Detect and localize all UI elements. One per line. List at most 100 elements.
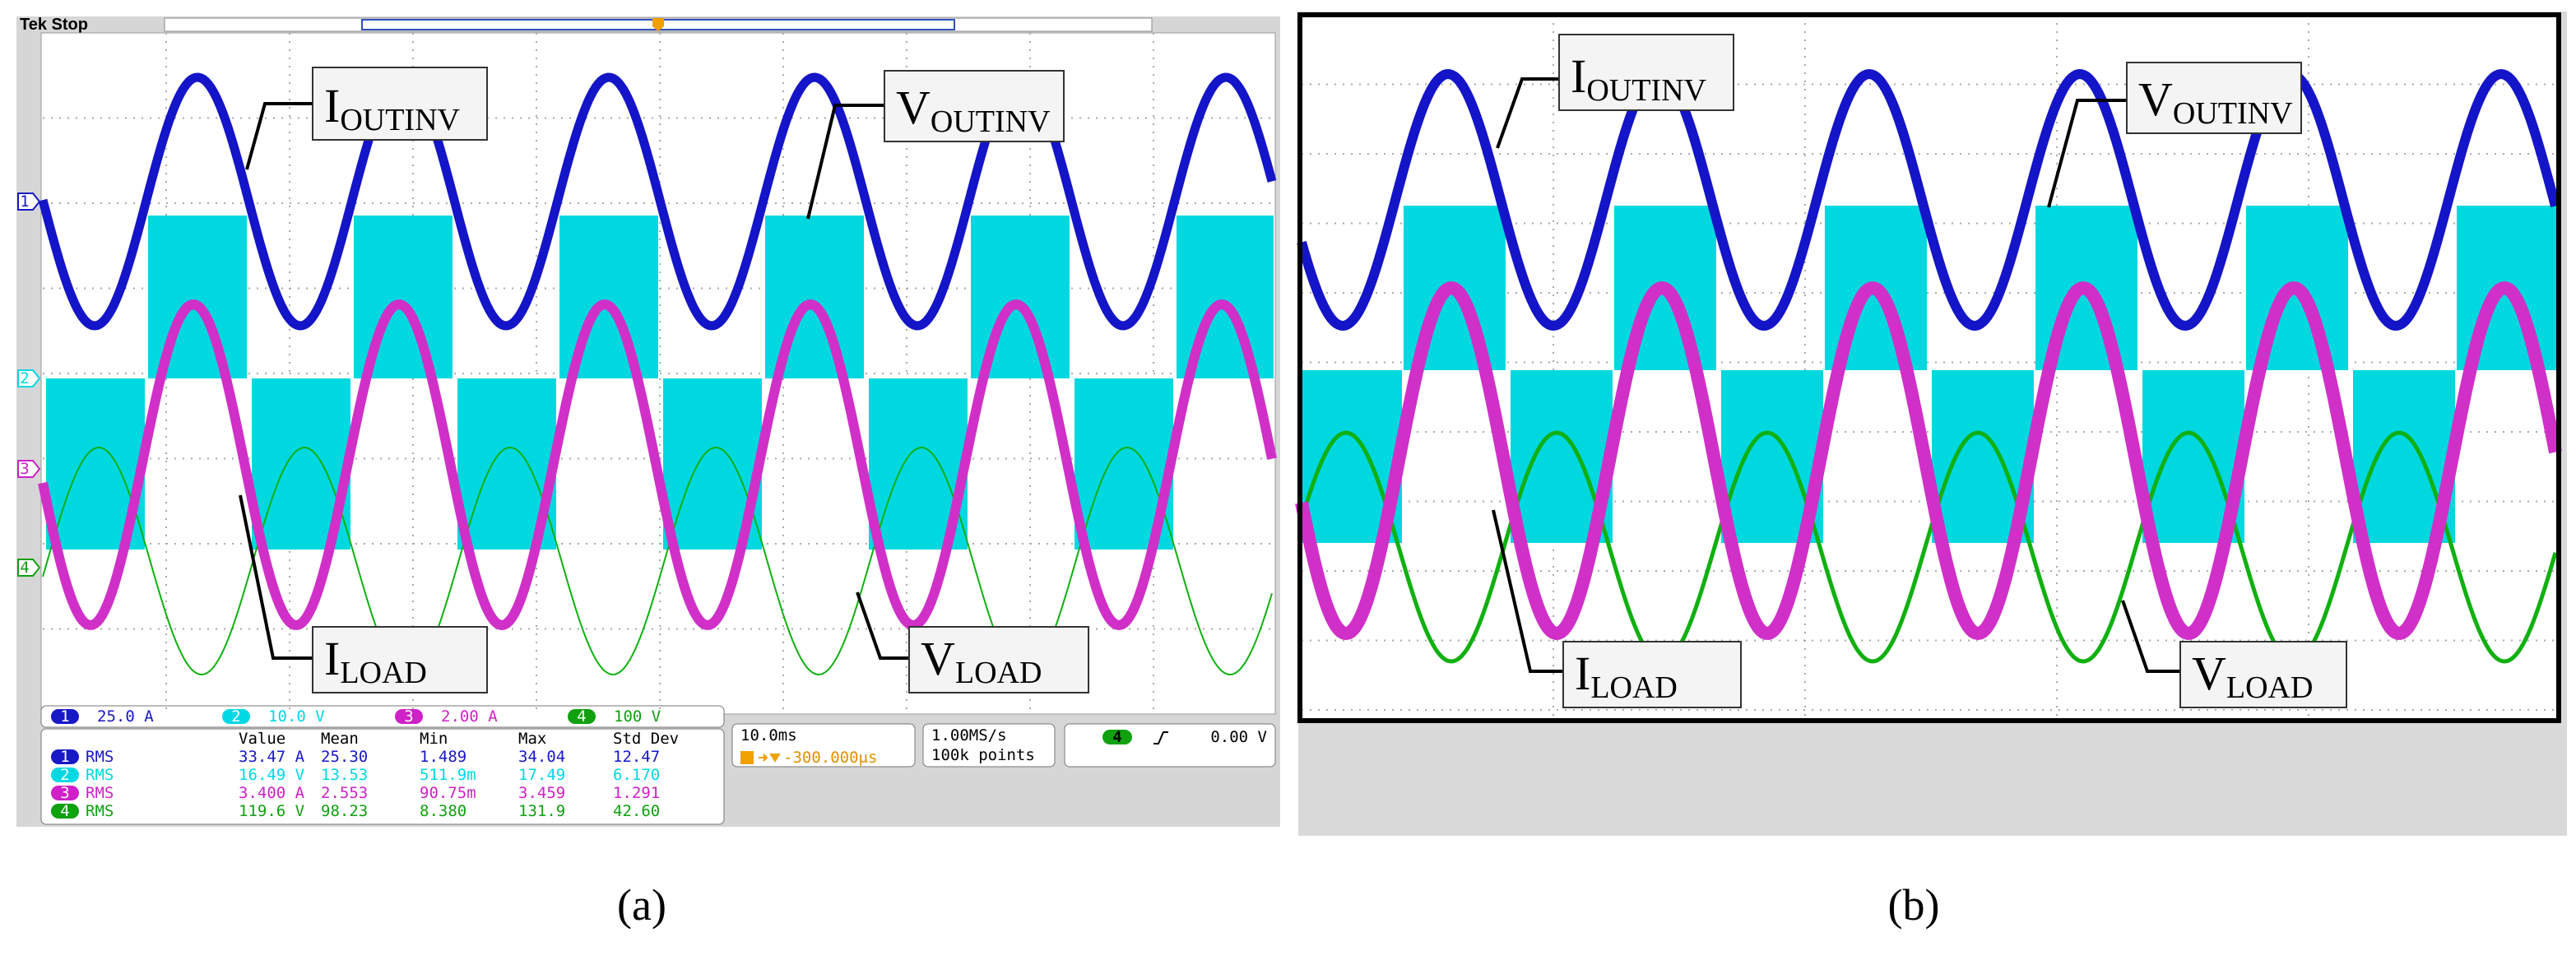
channel-marker-label: 2	[20, 369, 29, 387]
channel-marker-label: 1	[20, 192, 29, 211]
channel-number: 2	[231, 707, 240, 726]
channel-marker	[17, 559, 41, 577]
label-sub: LOAD	[2226, 670, 2314, 705]
trigger-marker	[652, 18, 664, 31]
sim-plot	[1300, 15, 2559, 721]
signal-label: IOUTINV	[324, 79, 461, 137]
measurement-value: 1.489	[420, 748, 466, 766]
label-sub: OUTINV	[931, 104, 1051, 139]
channel-scale: 100 V	[614, 707, 661, 726]
channel-badge	[51, 786, 79, 800]
label-sub: OUTINV	[340, 103, 460, 137]
row-type: RMS	[86, 802, 114, 820]
label-main: V	[896, 81, 931, 134]
measurement-value: 3.459	[518, 784, 565, 802]
measurement-value: 13.53	[321, 766, 368, 784]
label-box	[2179, 641, 2347, 708]
measurement-value: 16.49 V	[239, 766, 304, 784]
label-box	[884, 70, 1065, 142]
channel-marker	[17, 460, 41, 478]
acquisition-box	[922, 723, 1056, 768]
inverter-current-waveform	[1297, 68, 2560, 332]
column-header: Mean	[321, 730, 359, 748]
label-box	[312, 67, 488, 141]
measurement-value: 131.9	[518, 802, 565, 820]
channel-badge	[395, 709, 423, 724]
leader-line	[2121, 600, 2180, 673]
trigger-icon	[740, 751, 754, 764]
channel-number: 1	[60, 707, 69, 726]
channel-marker	[17, 192, 41, 211]
label-sub: LOAD	[955, 656, 1042, 690]
leader-line	[1492, 509, 1563, 673]
load-current-waveform	[1295, 281, 2562, 641]
label-sub: OUTINV	[2173, 96, 2293, 131]
label-main: I	[324, 632, 340, 685]
label-box	[312, 626, 488, 693]
label-main: I	[1571, 49, 1586, 103]
trigger-slope	[1153, 731, 1168, 744]
label-sub: OUTINV	[1586, 73, 1706, 108]
label-main: V	[921, 632, 955, 685]
signal-label: VLOAD	[2192, 647, 2313, 705]
signal-label: VOUTINV	[2138, 72, 2293, 131]
channel-marker-label: 3	[20, 460, 29, 478]
measurement-value: 119.6 V	[239, 802, 304, 820]
measurement-value: 2.553	[321, 784, 368, 802]
channel-number: 4	[577, 707, 586, 726]
signal-label: ILOAD	[324, 632, 427, 690]
row-type: RMS	[86, 748, 114, 766]
sample-rate: 1.00MS/s	[931, 726, 1007, 744]
measurement-value: 25.30	[321, 748, 368, 766]
measurement-value: 1.291	[613, 784, 660, 802]
row-channel: 2	[60, 766, 69, 784]
caption: (a)	[617, 880, 666, 930]
channel-marker	[17, 369, 41, 387]
signal-label: VOUTINV	[896, 81, 1051, 139]
channel-number: 3	[404, 707, 413, 726]
row-channel: 1	[60, 748, 69, 766]
leader-line	[856, 591, 909, 660]
channel-badge	[222, 709, 250, 724]
label-box	[2126, 62, 2302, 134]
measurement-value: 12.47	[613, 748, 660, 766]
measurement-value: 90.75m	[420, 784, 476, 802]
channel-badge	[51, 804, 79, 819]
column-header: Min	[420, 730, 448, 748]
signal-label: IOUTINV	[1571, 49, 1707, 108]
trigger-position: -300.000μs	[783, 749, 877, 767]
trigger-channel: 4	[1112, 728, 1121, 746]
timebase: 10.0ms	[740, 726, 797, 744]
channel-scale: 25.0 A	[97, 707, 154, 726]
channel-badge	[568, 709, 596, 724]
record-length: 100k points	[931, 746, 1035, 764]
measurement-value: 98.23	[321, 802, 368, 820]
leader-line	[1496, 77, 1559, 149]
load-voltage-waveform	[42, 446, 1273, 676]
label-main: I	[324, 79, 340, 132]
column-header: Max	[518, 730, 546, 748]
measurement-value: 42.60	[613, 802, 660, 820]
row-type: RMS	[86, 784, 114, 802]
label-box	[908, 626, 1089, 693]
measurement-value: 34.04	[518, 748, 565, 766]
label-sub: LOAD	[1590, 670, 1678, 705]
label-main: V	[2138, 72, 2173, 126]
column-header: Value	[239, 730, 285, 748]
channel-badge	[51, 709, 79, 724]
trigger-icon	[759, 754, 781, 763]
measurement-value: 3.400 A	[239, 784, 305, 802]
measurement-table	[40, 728, 725, 825]
leader-line	[239, 494, 313, 660]
channel-scale: 2.00 A	[441, 707, 498, 726]
trigger-level: 0.00 V	[1210, 728, 1267, 746]
scope-header: Tek Stop	[20, 16, 88, 34]
label-box	[1562, 641, 1742, 708]
leader-line	[245, 102, 313, 170]
signal-label: ILOAD	[1575, 647, 1678, 705]
channel-bar	[40, 705, 725, 728]
label-box	[1558, 34, 1734, 111]
channel-marker-label: 4	[20, 559, 29, 577]
measurement-value: 8.380	[420, 802, 466, 820]
label-main: I	[1575, 647, 1590, 700]
